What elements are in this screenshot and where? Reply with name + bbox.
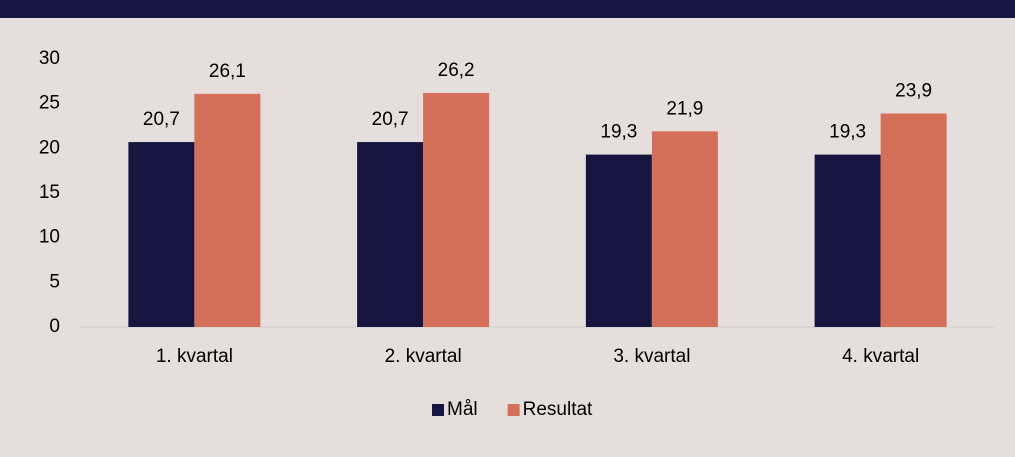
y-tick-label: 15 [39, 182, 60, 203]
y-tick-label: 25 [39, 93, 60, 114]
bar [651, 131, 718, 327]
y-tick-label: 10 [39, 227, 60, 248]
bar [423, 92, 490, 328]
legend-label: Resultat [523, 399, 593, 420]
x-tick-label: 2. kvartal [385, 346, 462, 367]
y-tick-label: 5 [49, 271, 60, 292]
legend-label: Mål [447, 399, 478, 420]
data-label: 23,9 [895, 81, 932, 102]
x-tick-label: 1. kvartal [156, 346, 233, 367]
bar [814, 154, 881, 327]
y-tick-label: 0 [49, 316, 60, 337]
x-tick-label: 4. kvartal [842, 346, 919, 367]
y-tick-label: 20 [39, 137, 60, 158]
data-label: 26,1 [209, 61, 246, 82]
legend-swatch [432, 404, 444, 416]
bar [128, 142, 195, 327]
x-tick-label: 3. kvartal [613, 346, 690, 367]
data-label: 20,7 [372, 109, 409, 130]
bar [194, 93, 261, 327]
y-tick-label: 30 [39, 48, 60, 69]
header-band [0, 0, 1015, 18]
data-label: 19,3 [829, 122, 866, 143]
data-label: 21,9 [666, 98, 703, 119]
bar [585, 154, 652, 327]
data-label: 19,3 [600, 122, 637, 143]
legend-swatch [507, 404, 520, 416]
bar [880, 113, 947, 327]
data-label: 20,7 [143, 109, 180, 130]
data-label: 26,2 [438, 60, 475, 81]
bar [357, 142, 424, 327]
